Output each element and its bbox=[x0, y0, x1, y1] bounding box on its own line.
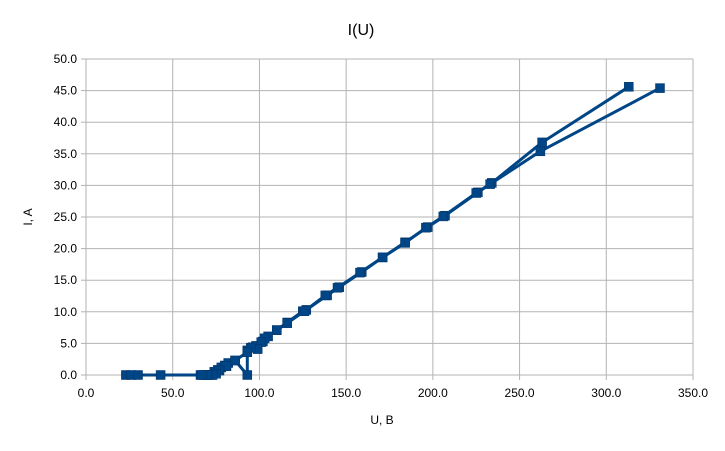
series-layer bbox=[121, 82, 665, 380]
x-tick-label: 250.0 bbox=[505, 386, 535, 400]
data-point bbox=[155, 370, 166, 380]
series-line-1 bbox=[125, 85, 630, 377]
data-point bbox=[421, 222, 431, 233]
data-point bbox=[230, 355, 240, 366]
x-tick-label: 200.0 bbox=[418, 386, 448, 400]
y-tick-label: 0.0 bbox=[60, 368, 77, 382]
data-point bbox=[133, 370, 143, 380]
y-axis-label: I, A bbox=[21, 208, 35, 225]
axes: 0.0 5.0 10.0 15.0 20.0 25.0 30.0 35.0 40.0 45.0 50… bbox=[54, 52, 709, 400]
y-tick-label: 25.0 bbox=[54, 210, 78, 224]
data-point bbox=[485, 179, 495, 189]
data-point bbox=[332, 283, 343, 293]
data-point bbox=[355, 267, 365, 278]
data-point bbox=[242, 370, 253, 380]
data-point bbox=[655, 83, 665, 93]
gridlines bbox=[85, 58, 694, 376]
x-tick-label: 100.0 bbox=[244, 386, 274, 400]
y-tick-label: 45.0 bbox=[54, 84, 78, 98]
data-point bbox=[282, 318, 292, 328]
y-tick-label: 20.0 bbox=[54, 242, 78, 256]
data-point bbox=[400, 238, 410, 248]
y-tick-label: 50.0 bbox=[54, 52, 78, 66]
x-tick-label: 300.0 bbox=[591, 386, 621, 400]
chart-title: I(U) bbox=[348, 22, 375, 39]
x-tick-label: 350.0 bbox=[678, 386, 708, 400]
x-tick-label: 50.0 bbox=[161, 386, 185, 400]
x-axis-label: U, B bbox=[370, 413, 393, 427]
y-tick-label: 5.0 bbox=[60, 336, 77, 350]
x-tick-label: 150.0 bbox=[331, 386, 361, 400]
data-point bbox=[299, 306, 310, 316]
data-point bbox=[242, 347, 253, 357]
data-point bbox=[272, 325, 282, 335]
data-point bbox=[377, 252, 388, 263]
y-tick-label: 15.0 bbox=[54, 273, 78, 287]
data-point bbox=[624, 82, 634, 92]
data-point bbox=[537, 137, 547, 148]
y-tick-label: 10.0 bbox=[54, 305, 78, 319]
data-point bbox=[320, 290, 331, 301]
data-point bbox=[535, 146, 546, 157]
data-point bbox=[438, 211, 449, 222]
y-tick-label: 30.0 bbox=[54, 178, 78, 192]
y-tick-label: 35.0 bbox=[54, 147, 78, 161]
data-point bbox=[197, 370, 207, 380]
x-tick-label: 0.0 bbox=[78, 386, 95, 400]
data-point bbox=[471, 188, 481, 198]
y-tick-label: 40.0 bbox=[54, 115, 78, 129]
